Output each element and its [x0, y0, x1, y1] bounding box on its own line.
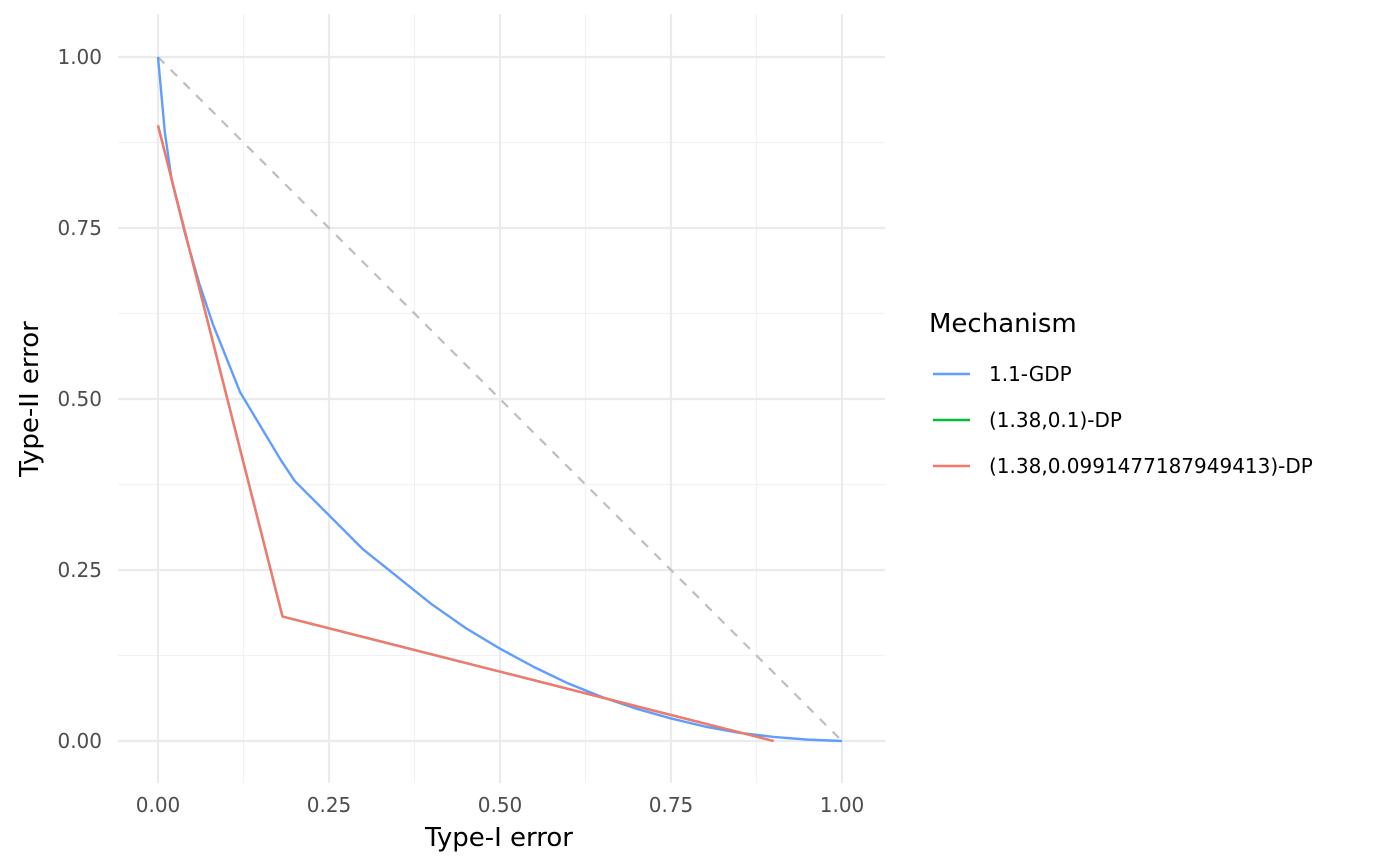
y-axis-title: Type-II error — [15, 321, 45, 478]
x-tick-label: 0.00 — [136, 793, 181, 817]
x-axis-ticks: 0.00 0.25 0.50 0.75 1.00 — [136, 793, 865, 817]
x-tick-label: 1.00 — [820, 793, 865, 817]
y-tick-label: 0.00 — [57, 729, 102, 753]
legend-label: (1.38,0.1)-DP — [989, 408, 1122, 432]
legend-label: 1.1-GDP — [989, 362, 1072, 386]
legend: Mechanism 1.1-GDP (1.38,0.1)-DP (1.38,0.09… — [929, 309, 1313, 478]
x-tick-label: 0.75 — [649, 793, 694, 817]
x-tick-label: 0.25 — [307, 793, 352, 817]
major-gridlines — [118, 14, 885, 783]
legend-title: Mechanism — [929, 309, 1077, 339]
y-axis-ticks: 0.00 0.25 0.50 0.75 1.00 — [57, 45, 102, 753]
y-tick-label: 0.25 — [57, 558, 102, 582]
legend-label: (1.38,0.0991477187949413)-DP — [989, 454, 1313, 478]
y-tick-label: 1.00 — [57, 45, 102, 69]
y-tick-label: 0.50 — [57, 387, 102, 411]
y-tick-label: 0.75 — [57, 216, 102, 240]
series-line — [156, 125, 774, 743]
x-axis-title: Type-I error — [424, 823, 573, 853]
x-tick-label: 0.50 — [478, 793, 523, 817]
series-line — [156, 56, 843, 743]
series-lines — [156, 56, 843, 743]
series-line — [156, 125, 774, 743]
